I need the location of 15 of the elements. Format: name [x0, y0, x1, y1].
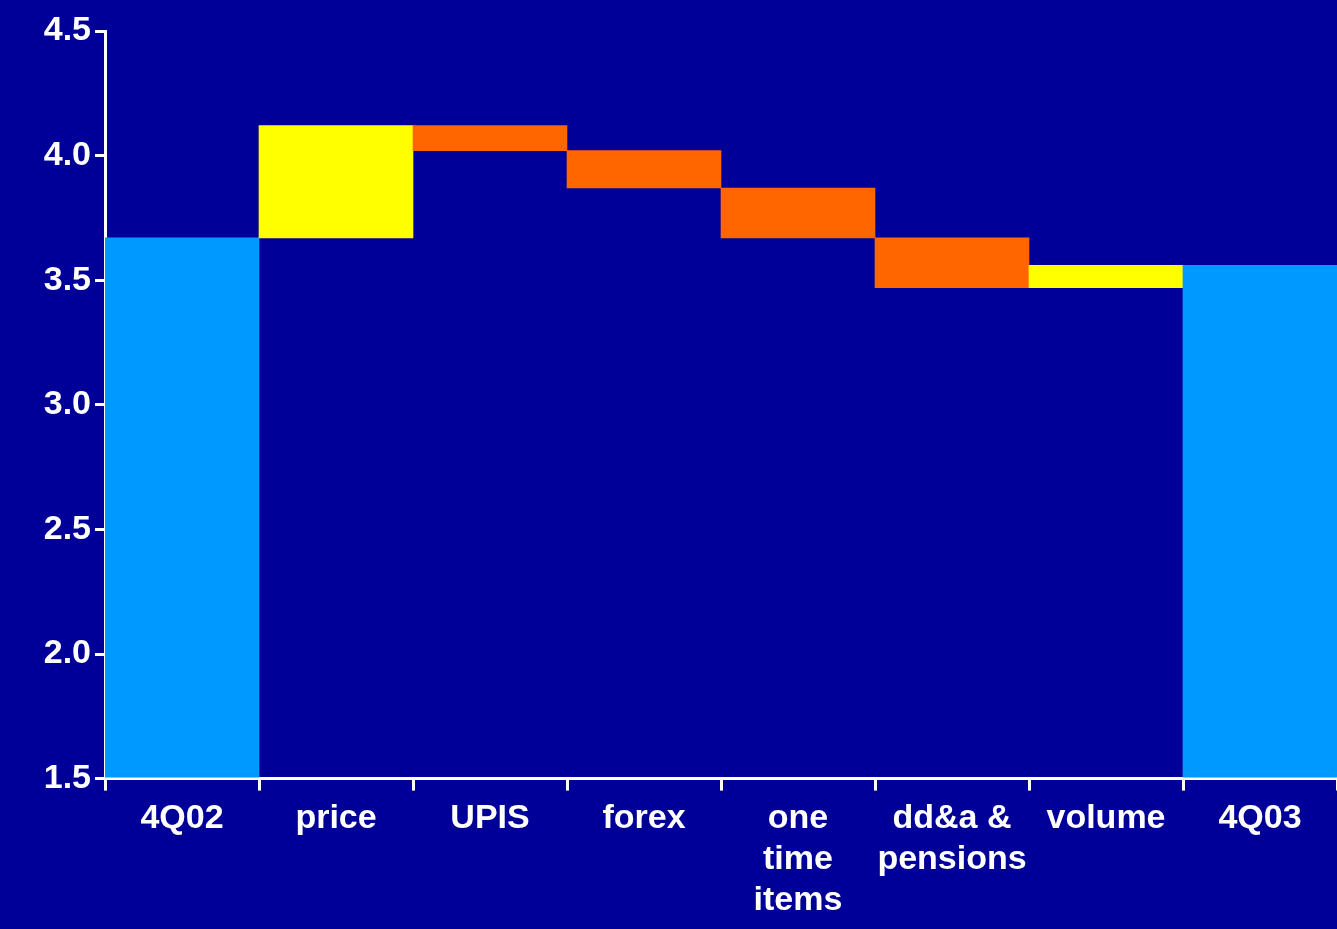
x-tick-label: 4Q03 [1218, 797, 1302, 836]
x-tick-label: volume [1046, 797, 1166, 836]
x-tick-label: 4Q02 [140, 797, 224, 836]
y-tick-label: 1.5 [43, 756, 91, 795]
x-tick-label: price [295, 797, 377, 836]
x-tick-label: dd&a & pensions [877, 797, 1027, 877]
x-tick-label: UPIS [450, 797, 530, 836]
y-tick-label: 3.0 [43, 383, 91, 422]
y-tick-label: 3.5 [43, 258, 91, 297]
y-tick-label: 4.5 [43, 9, 91, 48]
y-tick-label: 2.0 [43, 632, 91, 671]
x-tick-label: one time items [753, 797, 843, 917]
y-tick-label: 4.0 [43, 133, 91, 172]
x-tick-label: forex [602, 797, 686, 836]
y-tick-label: 2.5 [43, 507, 91, 546]
